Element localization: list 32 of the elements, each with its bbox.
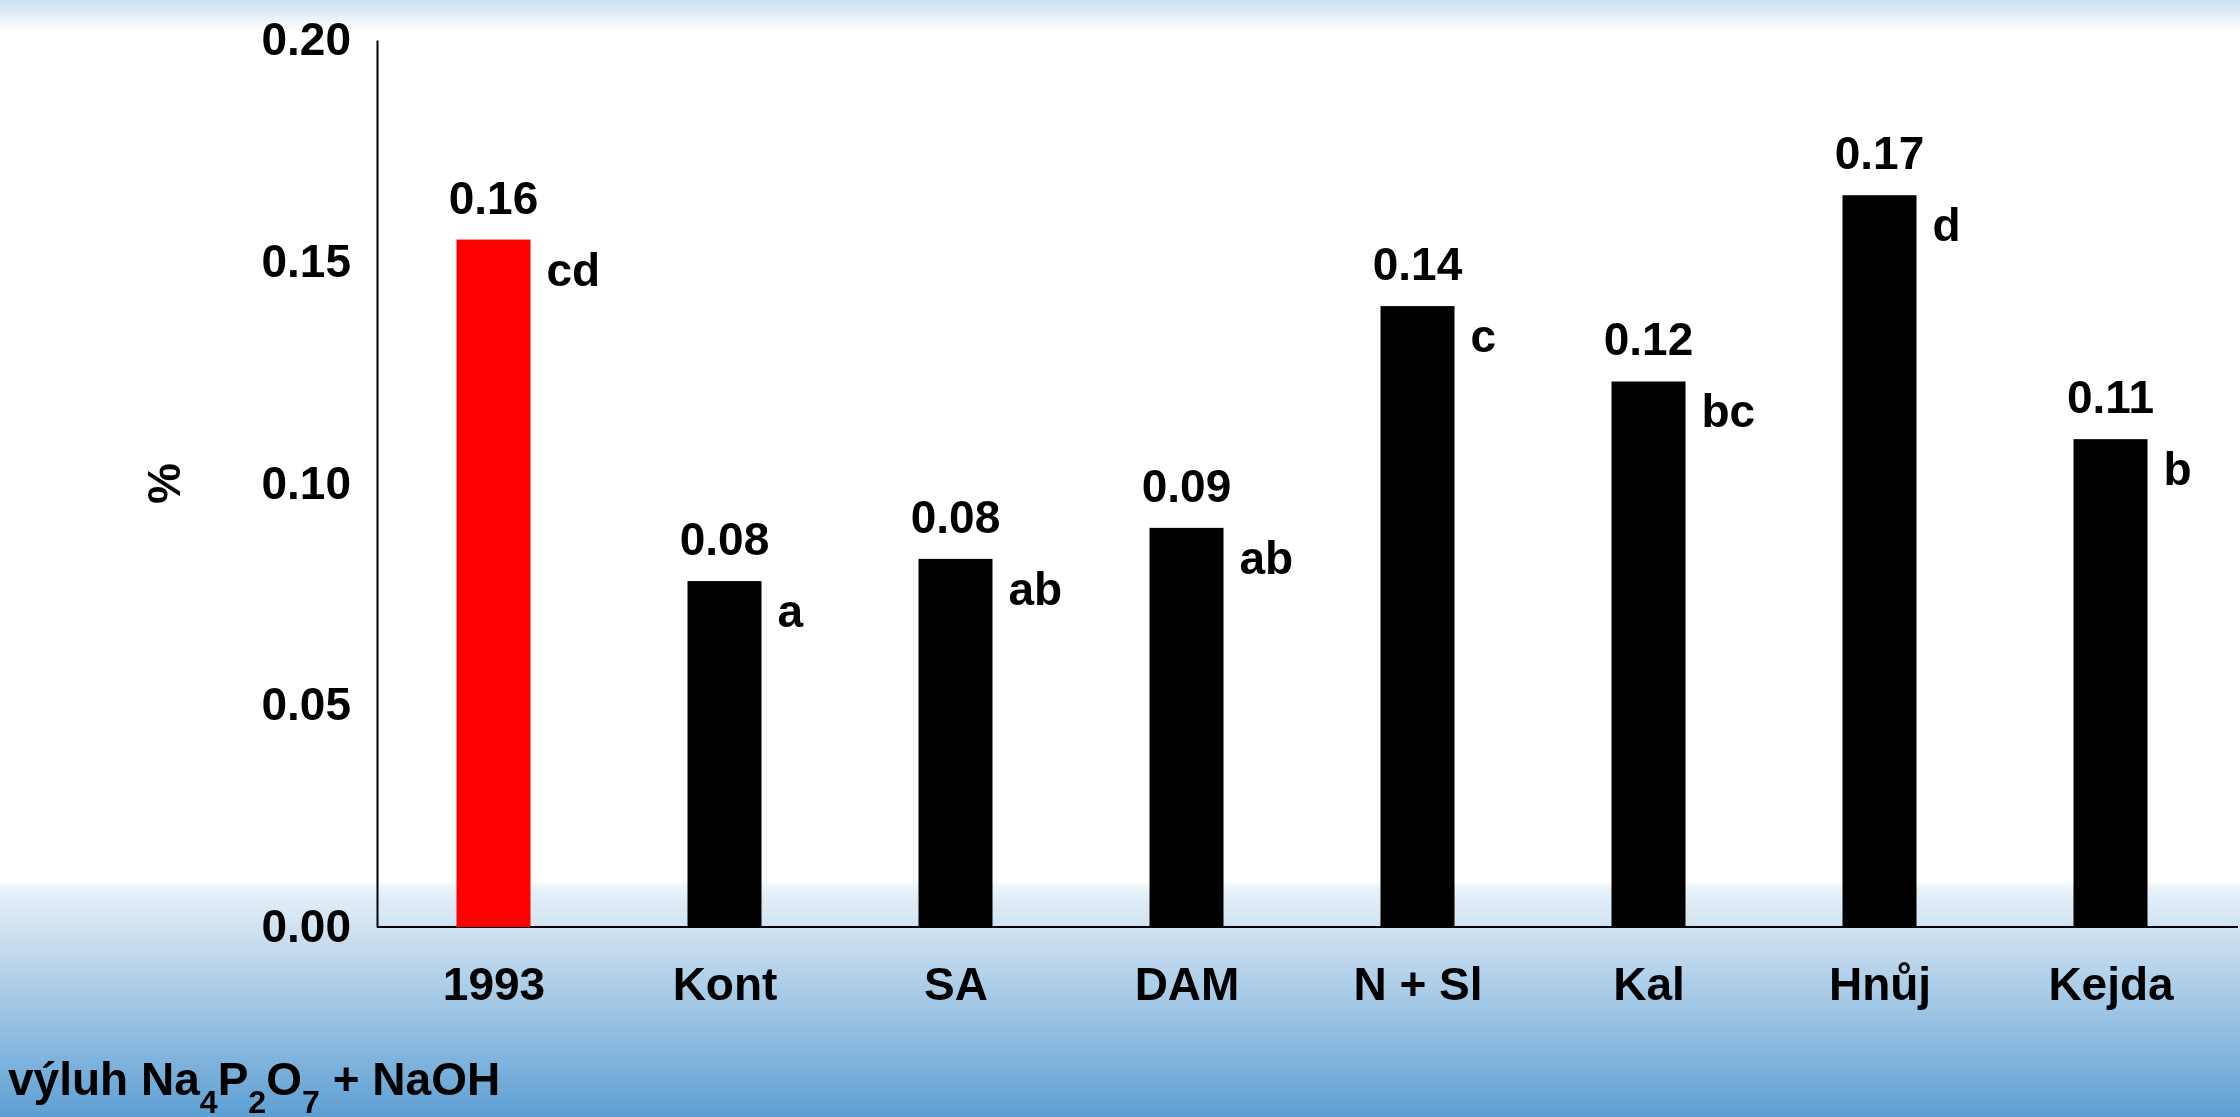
data-label: 0.12 [1603, 313, 1694, 366]
y-tick-label: 0.00 [261, 900, 351, 953]
x-axis-title: výluh Na$_{4}$P$_{2}$O$_{7}$ + NaOH [8, 1053, 501, 1117]
annotation: bc [1701, 385, 1756, 438]
y-tick-label: 0.10 [261, 456, 351, 509]
data-label: 0.17 [1834, 127, 1925, 180]
annotation: b [2163, 443, 2192, 496]
data-label: 0.14 [1372, 238, 1463, 291]
data-label: 0.16 [448, 171, 539, 224]
y-tick-label: 0.20 [261, 13, 351, 66]
annotation: a [777, 585, 804, 638]
x-tick-label: Hnůj [1828, 957, 1932, 1010]
bar [456, 239, 531, 927]
annotation: ab [1239, 531, 1294, 584]
x-tick-label: 1993 [442, 957, 546, 1010]
annotation: c [1470, 310, 1497, 363]
x-tick-label: Kont [672, 957, 778, 1010]
x-tick-label: Kejda [2048, 957, 2175, 1010]
data-label: 0.08 [679, 513, 770, 566]
data-label: 0.08 [910, 490, 1001, 543]
x-tick-label: Kal [1613, 957, 1685, 1010]
x-tick-label: N + Sl [1353, 957, 1483, 1010]
annotation: ab [1008, 562, 1063, 615]
annotation: d [1932, 199, 1961, 252]
y-tick-label: 0.05 [261, 678, 351, 731]
x-tick-label: DAM [1134, 957, 1240, 1010]
data-label: 0.11 [2067, 371, 2154, 424]
annotation: cd [546, 243, 601, 296]
x-tick-label: SA [924, 957, 988, 1010]
data-label: 0.09 [1141, 459, 1232, 512]
y-axis-title: % [138, 463, 190, 504]
y-tick-label: 0.15 [261, 234, 351, 287]
